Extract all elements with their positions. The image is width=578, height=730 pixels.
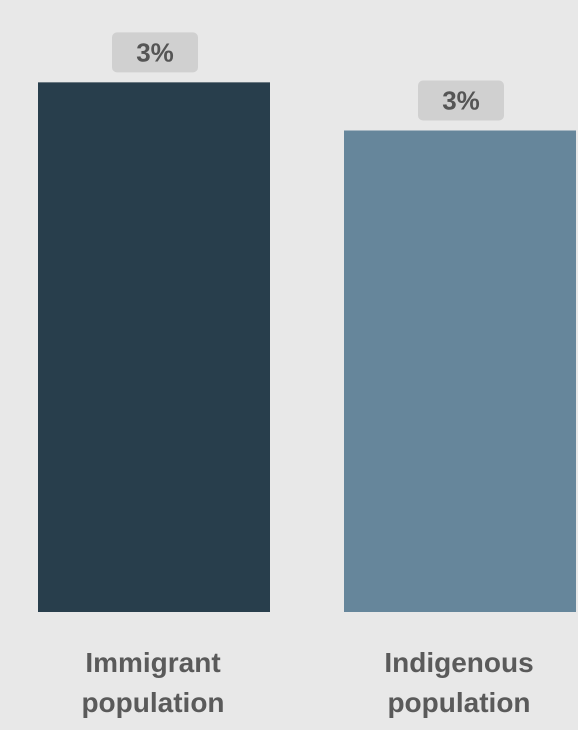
- data-label: 3%: [136, 37, 174, 67]
- category-label: Indigenous population: [384, 647, 533, 718]
- bar-immigrant: [38, 82, 270, 613]
- bar-indigenous: [344, 130, 576, 612]
- data-label: 3%: [442, 86, 480, 116]
- data-label-background: [112, 32, 198, 73]
- data-label-background: [418, 80, 504, 121]
- category-label: Immigrant population: [81, 647, 224, 718]
